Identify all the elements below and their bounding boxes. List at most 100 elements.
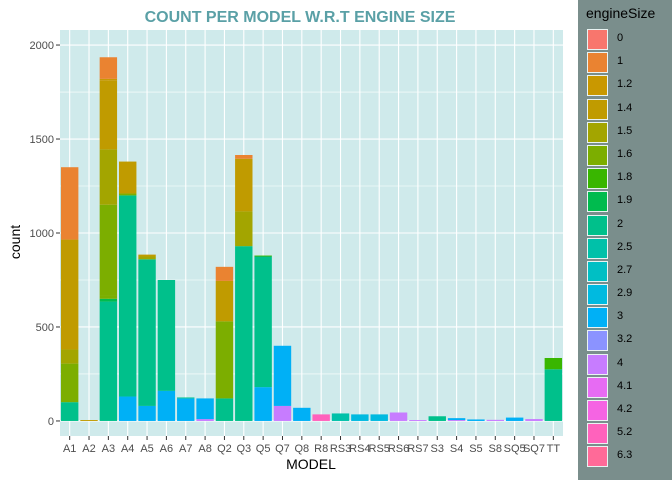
- bar-segment-RS5-2.9: [370, 414, 388, 421]
- bar-segment-A4-1.4: [119, 161, 137, 194]
- x-tick-label-A8: A8: [198, 443, 211, 455]
- bar-segment-A1-1.6: [60, 363, 79, 403]
- x-tick-label-TT: TT: [547, 443, 561, 455]
- x-tick-label-Q8: Q8: [294, 443, 309, 455]
- legend-swatch: [587, 376, 608, 398]
- bar-segment-A6-2: [157, 279, 176, 391]
- bar-segment-SQ7-4: [525, 419, 543, 421]
- legend-label: 2.9: [617, 287, 633, 300]
- bar-segment-Q7-4: [273, 405, 292, 421]
- legend-label: 2: [617, 217, 624, 230]
- legend-label: 6.3: [617, 449, 633, 462]
- bar-segment-RS4-2.9: [351, 414, 369, 421]
- x-tick-label-S3: S3: [431, 443, 444, 455]
- legend-swatch: [587, 423, 608, 445]
- bar-segment-Q2-1.4: [215, 280, 234, 322]
- legend-swatch: [587, 144, 608, 166]
- bar-segment-A3-1.5: [99, 149, 118, 205]
- bar-segment-A3-1.2: [99, 78, 118, 81]
- x-tick-label-S8: S8: [489, 443, 502, 455]
- x-axis-title: MODEL: [286, 456, 336, 472]
- x-tick-label-Q3: Q3: [236, 443, 251, 455]
- bar-segment-TT-1.8: [544, 357, 563, 370]
- legend-label: 2.5: [617, 240, 633, 253]
- legend-label: 1.2: [617, 78, 633, 91]
- legend-swatch: [587, 75, 608, 97]
- bar-segment-A1-1.4: [60, 239, 79, 350]
- legend-label: 3.2: [617, 333, 633, 346]
- x-tick-label-A5: A5: [140, 443, 153, 455]
- bar-segment-S4-4: [447, 420, 466, 421]
- legend-swatch: [587, 98, 608, 120]
- x-tick-label-SQ5: SQ5: [504, 443, 526, 455]
- y-tick-label: 0: [48, 416, 54, 428]
- bar-segment-S3-2: [428, 416, 446, 421]
- legend-swatch: [587, 307, 608, 329]
- bar-segment-A7-3: [177, 398, 195, 421]
- bar-segment-A3-1.6: [99, 295, 118, 299]
- legend-label: 1: [617, 55, 624, 68]
- bar-segment-RS6-4: [389, 412, 408, 421]
- legend-swatch: [587, 121, 608, 143]
- bar-segment-Q5-1.8: [254, 255, 272, 257]
- x-tick-label-A7: A7: [179, 443, 192, 455]
- bar-segment-S8-4: [486, 419, 504, 421]
- bar-segment-A5-1.4: [138, 254, 156, 257]
- bar-segment-A4-2: [119, 195, 137, 397]
- bar-segment-A7-2: [177, 397, 195, 399]
- legend-label: 4: [617, 356, 624, 369]
- bar-segment-Q3-1.4: [235, 158, 253, 212]
- bar-segment-R8-5.2: [312, 414, 330, 421]
- bar-segment-Q3-1.5: [235, 211, 253, 247]
- legend-label: 4.2: [617, 403, 633, 415]
- bar-segment-A8-3: [196, 398, 214, 420]
- bar-segment-A3-2: [99, 301, 118, 421]
- legend-swatch: [587, 353, 608, 375]
- legend-label: 1.4: [617, 101, 633, 114]
- x-tick-label-A4: A4: [121, 443, 134, 455]
- legend-swatch: [587, 214, 608, 236]
- legend-title: engineSize: [586, 5, 656, 21]
- legend-label: 1.5: [617, 124, 633, 137]
- legend-swatch: [587, 446, 608, 468]
- x-tick-label-R8: R8: [314, 443, 328, 455]
- bar-segment-TT-2: [544, 369, 563, 421]
- x-tick-label-Q2: Q2: [217, 443, 232, 455]
- legend-swatch: [587, 237, 608, 259]
- legend-swatch: [587, 191, 608, 213]
- legend-label: 3: [617, 310, 624, 323]
- x-tick-label-Q7: Q7: [275, 443, 290, 455]
- x-tick-label-A2: A2: [82, 443, 95, 455]
- x-tick-label-Q5: Q5: [256, 443, 271, 455]
- x-tick-label-RS3: RS3: [330, 443, 351, 455]
- bar-segment-RS7-4: [409, 420, 427, 421]
- x-tick-label-S5: S5: [469, 443, 482, 455]
- bar-segment-Q2-1.6: [215, 321, 234, 399]
- x-tick-label-A3: A3: [102, 443, 115, 455]
- bar-segment-A5-1.5: [138, 256, 156, 260]
- bar-segment-A5-2: [138, 259, 156, 406]
- y-axis-title: count: [7, 225, 23, 259]
- bar-segment-Q7-3: [273, 345, 292, 406]
- x-tick-label-A6: A6: [160, 443, 173, 455]
- x-tick-label-A1: A1: [63, 443, 76, 455]
- bar-segment-Q2-2: [215, 398, 234, 421]
- legend-swatch: [587, 284, 608, 306]
- bar-segment-A4-3: [119, 396, 137, 421]
- bar-segment-Q2-1: [215, 266, 234, 281]
- bar-segment-RS3-2.5: [331, 413, 350, 421]
- x-tick-label-RS5: RS5: [369, 443, 390, 455]
- legend-label: 4.1: [617, 379, 633, 392]
- chart: COUNT PER MODEL W.R.T ENGINE SIZE 0 500 10…: [7, 9, 563, 472]
- axes: 0 500 1000 1500 2000 A1 A2 A3 A4 A5 A6 A7 A8 Q2 Q3 Q5 Q7…: [30, 40, 561, 455]
- bar-segment-A1-2: [60, 402, 79, 421]
- y-tick-label: 500: [36, 322, 54, 334]
- bar-segment-A4-1.6: [119, 193, 137, 196]
- legend-swatch: [587, 330, 608, 352]
- bar-segment-SQ5-3: [505, 417, 524, 421]
- bar-segment-A6-3: [157, 390, 176, 421]
- legend-label: 0: [617, 32, 624, 44]
- x-tick-label-RS6: RS6: [388, 443, 409, 455]
- bar-segment-A5-3: [138, 405, 156, 421]
- bar-segment-Q8-3: [293, 407, 311, 421]
